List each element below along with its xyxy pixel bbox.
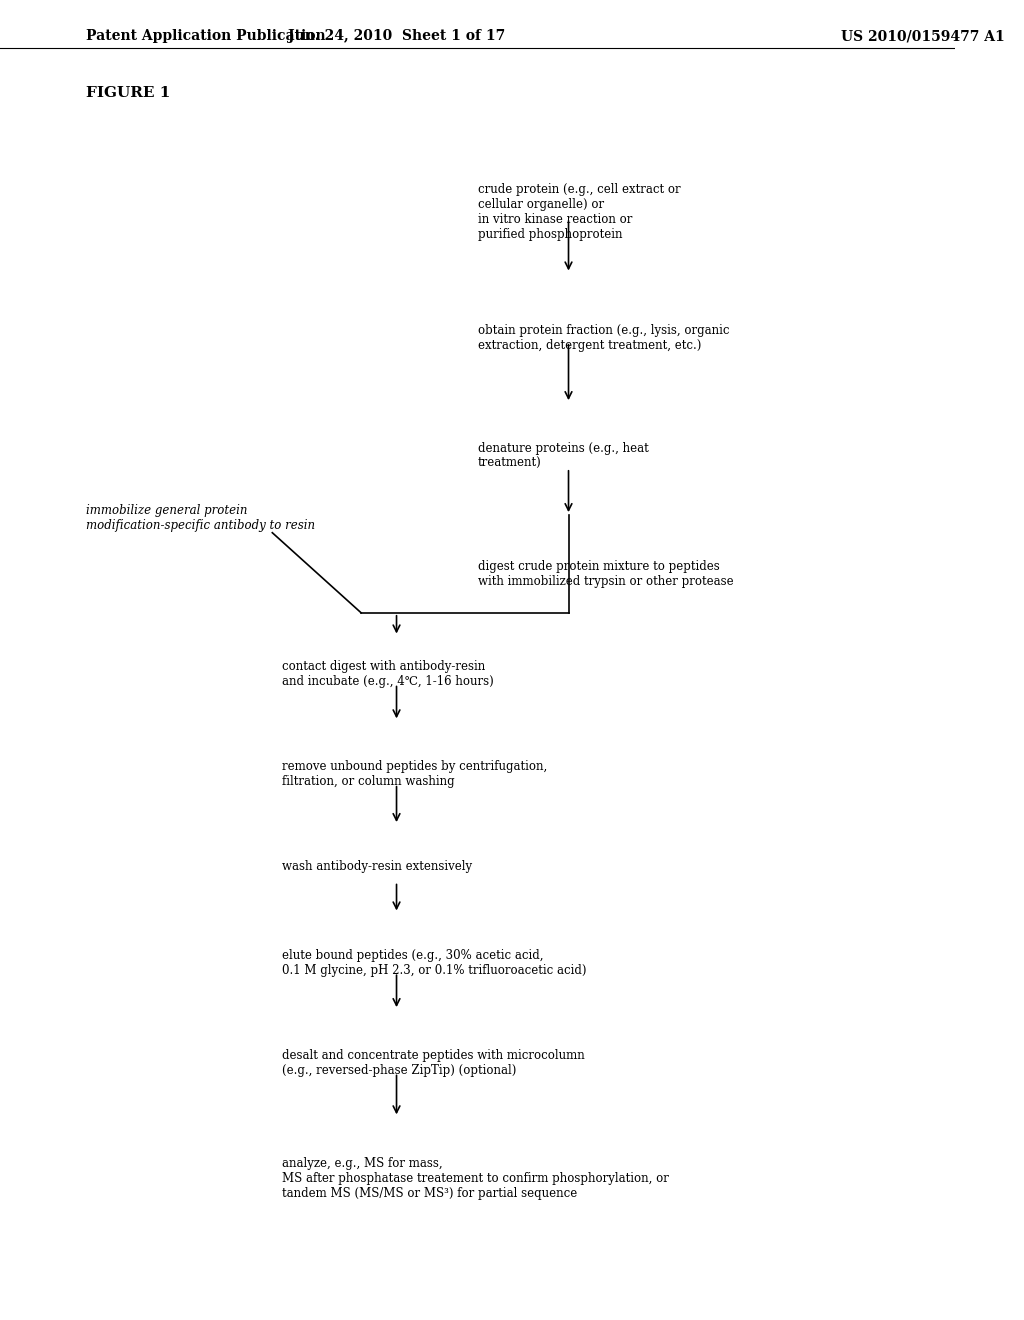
Text: desalt and concentrate peptides with microcolumn
(e.g., reversed-phase ZipTip) (: desalt and concentrate peptides with mic… [282, 1049, 585, 1077]
Text: Jun. 24, 2010  Sheet 1 of 17: Jun. 24, 2010 Sheet 1 of 17 [288, 29, 505, 44]
Text: crude protein (e.g., cell extract or
cellular organelle) or
in vitro kinase reac: crude protein (e.g., cell extract or cel… [478, 182, 680, 240]
Text: US 2010/0159477 A1: US 2010/0159477 A1 [841, 29, 1005, 44]
Text: obtain protein fraction (e.g., lysis, organic
extraction, detergent treatment, e: obtain protein fraction (e.g., lysis, or… [478, 325, 729, 352]
Text: FIGURE 1: FIGURE 1 [86, 86, 170, 100]
Text: Patent Application Publication: Patent Application Publication [86, 29, 326, 44]
Text: analyze, e.g., MS for mass,
MS after phosphatase treatement to confirm phosphory: analyze, e.g., MS for mass, MS after pho… [282, 1158, 669, 1200]
Text: wash antibody-resin extensively: wash antibody-resin extensively [282, 861, 472, 874]
Text: immobilize general protein
modification-specific antibody to resin: immobilize general protein modification-… [86, 504, 315, 532]
Text: contact digest with antibody-resin
and incubate (e.g., 4℃, 1-16 hours): contact digest with antibody-resin and i… [282, 660, 494, 688]
Text: remove unbound peptides by centrifugation,
filtration, or column washing: remove unbound peptides by centrifugatio… [282, 760, 547, 788]
Text: digest crude protein mixture to peptides
with immobilized trypsin or other prote: digest crude protein mixture to peptides… [478, 560, 733, 587]
Text: denature proteins (e.g., heat
treatment): denature proteins (e.g., heat treatment) [478, 442, 648, 470]
Text: elute bound peptides (e.g., 30% acetic acid,
0.1 M glycine, pH 2.3, or 0.1% trif: elute bound peptides (e.g., 30% acetic a… [282, 949, 587, 977]
